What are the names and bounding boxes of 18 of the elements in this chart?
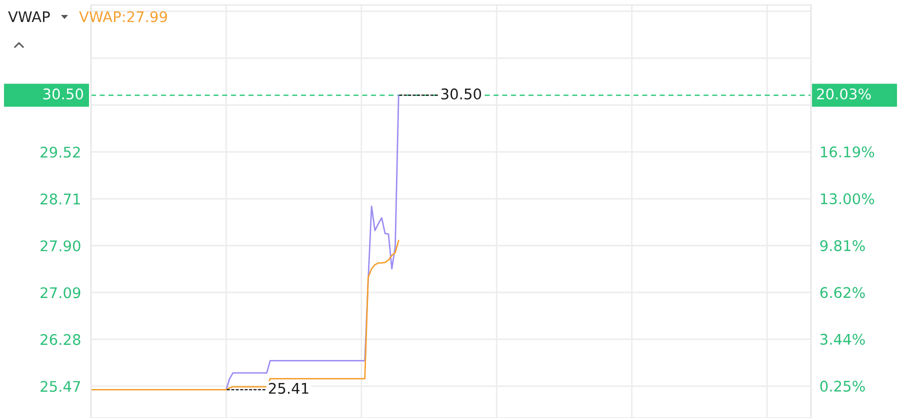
y2-tick-label: 6.62%	[820, 287, 865, 298]
y-tick-label: 26.28	[40, 334, 80, 346]
y2-tick-label: 20.03%	[817, 88, 871, 100]
y2-tick-label: 0.25%	[820, 380, 865, 392]
annotation: 25.41	[268, 382, 308, 394]
annotation: 30.50	[441, 88, 482, 100]
y-tick-label: 27.09	[40, 287, 80, 298]
y2-tick-label: 13.00%	[820, 193, 874, 204]
y-tick-label: 25.47	[40, 380, 80, 392]
y2-tick-label: 9.81%	[820, 240, 865, 252]
y-tick-label: 29.52	[40, 146, 80, 158]
y-tick-label: 28.71	[40, 193, 80, 205]
ref-line-label: 30.50	[43, 88, 84, 100]
chart-title: VWAP	[8, 11, 50, 22]
text: VWAP:27.99	[79, 11, 167, 22]
y2-tick-label: 3.44%	[820, 334, 865, 345]
y-tick-label: 27.90	[40, 240, 80, 252]
y2-tick-label: 16.19%	[820, 146, 874, 158]
